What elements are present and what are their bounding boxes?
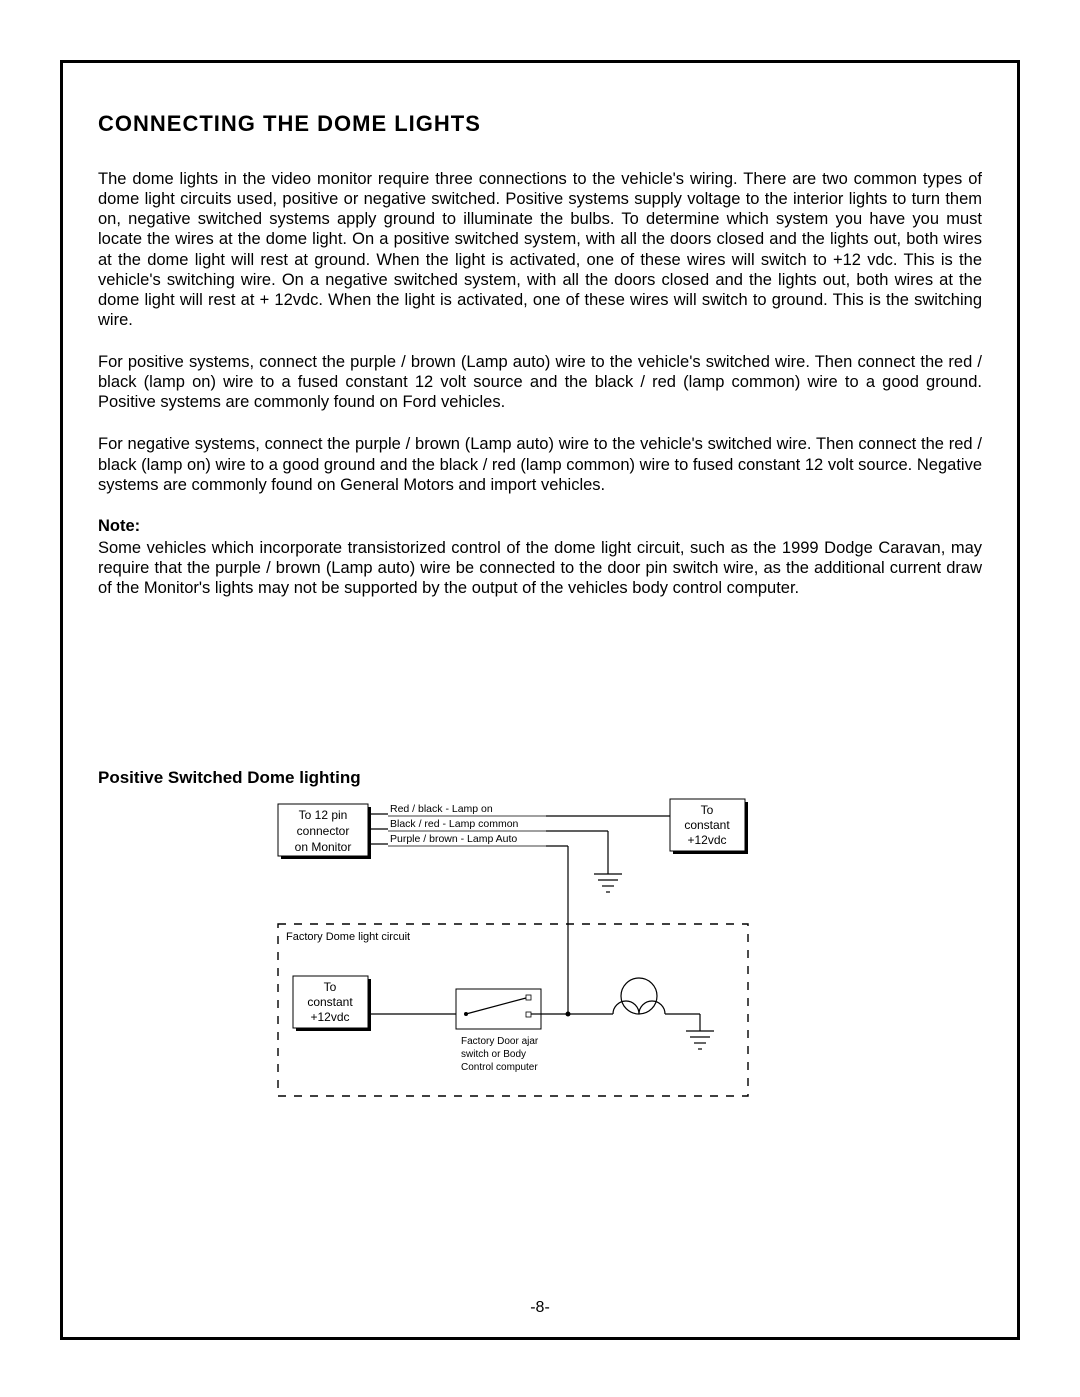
document-page: CONNECTING THE DOME LIGHTS The dome ligh… xyxy=(0,0,1080,1397)
switch-label-line2: switch or Body xyxy=(461,1049,526,1060)
content-frame: CONNECTING THE DOME LIGHTS The dome ligh… xyxy=(60,60,1020,1340)
note-paragraph: Some vehicles which incorporate transist… xyxy=(98,538,982,598)
wire-label-1: Red / black - Lamp on xyxy=(390,803,493,815)
note-label: Note: xyxy=(98,517,982,536)
paragraph-3: For negative systems, connect the purple… xyxy=(98,434,982,494)
diagram-box2-line3: +12vdc xyxy=(687,833,726,847)
diagram-heading: Positive Switched Dome lighting xyxy=(98,768,982,788)
main-heading: CONNECTING THE DOME LIGHTS xyxy=(98,111,982,137)
diagram-box1-line2: connector xyxy=(297,824,350,838)
switch-label-line3: Control computer xyxy=(461,1062,538,1073)
wire-label-3: Purple / brown - Lamp Auto xyxy=(390,833,517,845)
diagram-box3-line2: constant xyxy=(307,995,353,1009)
diagram-box1-line1: To 12 pin xyxy=(299,808,348,822)
diagram-box2-line2: constant xyxy=(684,818,730,832)
diagram-box3-line1: To xyxy=(324,980,337,994)
diagram-box2-line1: To xyxy=(701,803,714,817)
page-number: -8- xyxy=(63,1299,1017,1317)
paragraph-2: For positive systems, connect the purple… xyxy=(98,352,982,412)
wiring-diagram: To 12 pin connector on Monitor Red / bla… xyxy=(268,796,768,1106)
paragraph-1: The dome lights in the video monitor req… xyxy=(98,169,982,330)
factory-circuit-label: Factory Dome light circuit xyxy=(286,931,410,943)
switch-label-line1: Factory Door ajar xyxy=(461,1036,539,1047)
wire-label-2: Black / red - Lamp common xyxy=(390,818,519,830)
diagram-box1-line3: on Monitor xyxy=(295,840,352,854)
diagram-box3-line3: +12vdc xyxy=(310,1010,349,1024)
